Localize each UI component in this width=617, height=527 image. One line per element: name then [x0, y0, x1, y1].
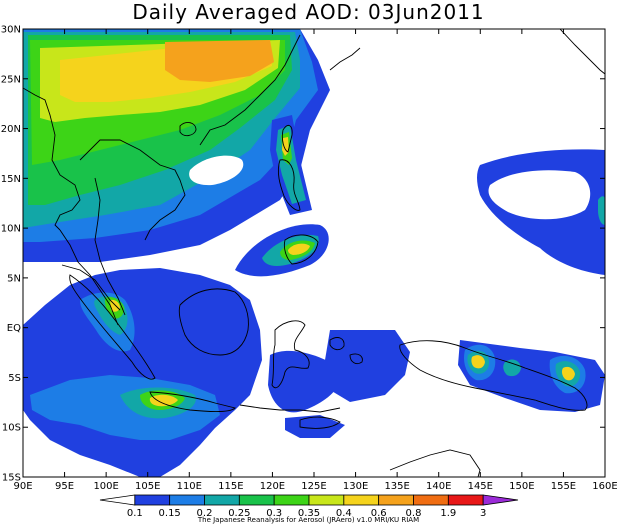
colorbar-label: 0.6: [371, 508, 387, 519]
lon-tick-label: 115E: [218, 481, 243, 492]
colorbar-label: 0.35: [298, 508, 320, 519]
aod-field: [23, 29, 605, 477]
lon-tick-label: 150E: [509, 481, 534, 492]
map-title: Daily Averaged AOD: 03Jun2011: [132, 0, 485, 24]
latitude-ticks: 30N 25N 20N 15N 10N 5N EQ 5S 10S 15S: [1, 25, 605, 484]
lon-tick-label: 130E: [343, 481, 368, 492]
lat-tick-label: 20N: [1, 124, 21, 135]
colorbar-swatch: [447, 494, 484, 506]
colorbar-label: 1.9: [440, 508, 456, 519]
colorbar-swatch: [169, 494, 205, 506]
colorbar-label: 0.1: [127, 508, 143, 519]
aod-region-timor-blue: [285, 415, 345, 438]
aod-region-pacific-white: [488, 170, 591, 220]
aod-region-china-orange: [165, 40, 274, 82]
lat-tick-label: 5S: [8, 373, 21, 384]
aod-region-newguinea3-teal: [503, 359, 521, 377]
aod-region-borneo-blue: [182, 279, 241, 352]
lat-tick-label: 10N: [1, 224, 21, 235]
aod-region-banda-blue: [325, 330, 410, 402]
lon-tick-label: 120E: [260, 481, 285, 492]
colorbar-swatch: [99, 494, 136, 506]
colorbar-label: 3: [480, 508, 486, 519]
lon-tick-label: 105E: [135, 481, 160, 492]
aod-region-newguinea2-yellow: [561, 366, 575, 381]
aod-region-pacific-teal: [598, 196, 605, 225]
lon-tick-label: 160E: [592, 481, 617, 492]
lat-tick-label: 30N: [1, 25, 21, 36]
colorbar-swatch: [308, 494, 345, 506]
aod-region-gulf-white: [189, 155, 244, 186]
colorbar-swatch: [413, 494, 449, 506]
lat-tick-label: 10S: [2, 423, 21, 434]
colorbar-swatch: [204, 494, 240, 506]
aod-region-mindanao-yellow: [288, 243, 310, 255]
colorbar-swatch: [482, 494, 519, 506]
coastlines: [23, 29, 605, 477]
colorbar-label: 0.4: [336, 508, 352, 519]
lon-tick-label: 110E: [177, 481, 202, 492]
longitude-ticks: 90E 95E 100E 105E 110E 115E 120E 125E 130E 135E 14…: [13, 29, 617, 492]
lon-tick-label: 155E: [551, 481, 576, 492]
colorbar-swatch: [273, 494, 310, 506]
lat-tick-label: 15N: [1, 174, 21, 185]
colorbar-swatch: [378, 494, 414, 506]
colorbar-label: 0.25: [228, 508, 250, 519]
lon-tick-label: 95E: [55, 481, 74, 492]
lat-tick-label: 5N: [7, 273, 21, 284]
lon-tick-label: 100E: [93, 481, 118, 492]
lat-tick-label: EQ: [7, 323, 21, 334]
lon-tick-label: 135E: [384, 481, 409, 492]
aod-region-sulawesi-blue: [268, 350, 341, 413]
lon-tick-label: 145E: [468, 481, 493, 492]
credit-text: The Japanese Reanalysis for Aerosol (JRA…: [197, 516, 420, 524]
lon-tick-label: 140E: [426, 481, 451, 492]
colorbar-label: 0.15: [159, 508, 181, 519]
colorbar-swatch: [343, 494, 380, 506]
colorbar-label: 0.8: [406, 508, 422, 519]
colorbar-swatch: [238, 494, 275, 506]
lon-tick-label: 125E: [301, 481, 326, 492]
colorbar-swatch: [134, 494, 171, 506]
colorbar: 0.1 0.15 0.2 0.25 0.3 0.35 0.4 0.6 0.8 1.9 3: [99, 494, 519, 519]
lat-tick-label: 15S: [2, 473, 21, 484]
colorbar-label: 0.3: [266, 508, 282, 519]
aod-region-java-yellow: [149, 394, 178, 407]
aod-region-newguinea-yellow: [471, 355, 485, 369]
lon-tick-label: 90E: [13, 481, 32, 492]
colorbar-label: 0.2: [197, 508, 213, 519]
lat-tick-label: 25N: [1, 74, 21, 85]
